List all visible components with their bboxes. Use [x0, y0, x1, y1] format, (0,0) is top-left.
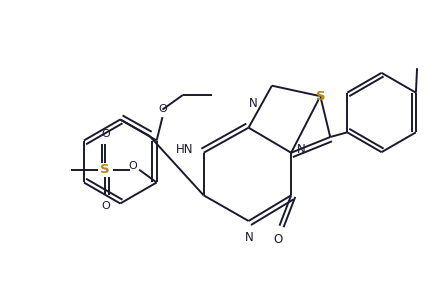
Text: HN: HN	[176, 143, 193, 156]
Text: O: O	[129, 161, 137, 171]
Text: S: S	[100, 163, 110, 176]
Text: O: O	[101, 200, 110, 211]
Text: S: S	[316, 90, 325, 103]
Text: N: N	[249, 97, 258, 110]
Text: N: N	[246, 232, 254, 245]
Text: O: O	[101, 129, 110, 139]
Text: N: N	[297, 143, 306, 156]
Text: O: O	[158, 104, 168, 114]
Text: O: O	[274, 233, 283, 246]
